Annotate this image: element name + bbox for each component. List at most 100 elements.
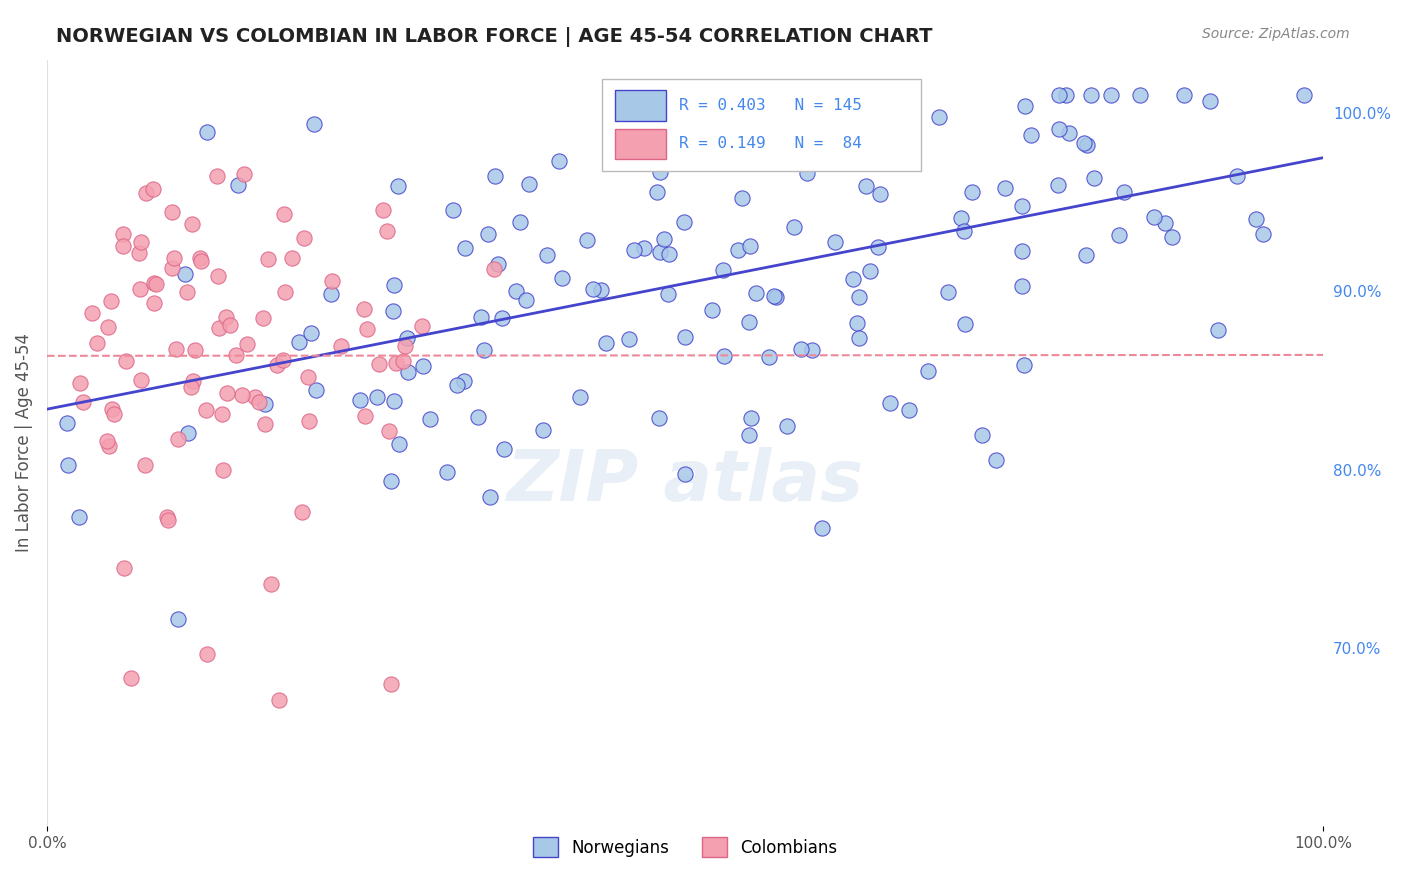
Norwegians (648, 165, 671, 179)
Colombians (115, 354, 138, 368)
Colombians (112, 561, 135, 575)
Text: R = 0.403   N = 145: R = 0.403 N = 145 (679, 98, 862, 113)
Colombians (215, 310, 238, 324)
Norwegians (478, 490, 501, 504)
Norwegians (302, 117, 325, 131)
Norwegians (477, 227, 499, 241)
Norwegians (711, 263, 734, 277)
Colombians (217, 385, 239, 400)
Norwegians (548, 154, 571, 169)
Norwegians (658, 246, 681, 260)
Norwegians (673, 215, 696, 229)
Norwegians (1294, 88, 1316, 103)
Colombians (112, 227, 135, 241)
Norwegians (595, 335, 617, 350)
Colombians (392, 354, 415, 368)
Norwegians (349, 392, 371, 407)
Colombians (411, 318, 433, 333)
Norwegians (441, 202, 464, 217)
Norwegians (1208, 323, 1230, 337)
Norwegians (575, 233, 598, 247)
Norwegians (491, 310, 513, 325)
Norwegians (776, 419, 799, 434)
Norwegians (382, 394, 405, 409)
Norwegians (673, 330, 696, 344)
Norwegians (765, 290, 787, 304)
Norwegians (652, 232, 675, 246)
Norwegians (848, 331, 870, 345)
Colombians (156, 510, 179, 524)
Colombians (281, 251, 304, 265)
Colombians (353, 301, 375, 316)
Norwegians (811, 521, 834, 535)
Norwegians (783, 88, 806, 103)
Colombians (143, 296, 166, 310)
Colombians (72, 394, 94, 409)
Norwegians (288, 334, 311, 349)
Norwegians (647, 186, 669, 200)
Colombians (254, 417, 277, 431)
Colombians (176, 285, 198, 299)
Norwegians (166, 612, 188, 626)
Norwegians (305, 383, 328, 397)
Norwegians (738, 238, 761, 252)
Colombians (212, 463, 235, 477)
Colombians (156, 512, 179, 526)
Norwegians (446, 378, 468, 392)
Colombians (181, 217, 204, 231)
Norwegians (388, 437, 411, 451)
Norwegians (531, 423, 554, 437)
Norwegians (917, 363, 939, 377)
Norwegians (953, 317, 976, 331)
Colombians (368, 357, 391, 371)
Colombians (208, 321, 231, 335)
Norwegians (1076, 248, 1098, 262)
Colombians (292, 231, 315, 245)
Colombians (184, 343, 207, 358)
Norwegians (617, 332, 640, 346)
Norwegians (582, 282, 605, 296)
Norwegians (494, 442, 516, 456)
Norwegians (731, 191, 754, 205)
Colombians (291, 505, 314, 519)
Norwegians (467, 410, 489, 425)
Norwegians (763, 289, 786, 303)
Norwegians (824, 235, 846, 249)
Norwegians (536, 247, 558, 261)
Norwegians (648, 411, 671, 425)
Colombians (142, 182, 165, 196)
Norwegians (1080, 88, 1102, 103)
Norwegians (1083, 170, 1105, 185)
Norwegians (382, 278, 405, 293)
Colombians (271, 352, 294, 367)
Norwegians (1019, 128, 1042, 143)
Colombians (385, 356, 408, 370)
Colombians (353, 409, 375, 423)
Norwegians (486, 257, 509, 271)
Norwegians (1047, 122, 1070, 136)
Colombians (100, 294, 122, 309)
Colombians (160, 261, 183, 276)
Norwegians (633, 241, 655, 255)
Colombians (211, 407, 233, 421)
Colombians (120, 671, 142, 685)
Colombians (162, 251, 184, 265)
Norwegians (855, 178, 877, 193)
Norwegians (740, 410, 762, 425)
Colombians (394, 339, 416, 353)
Norwegians (472, 343, 495, 357)
Colombians (129, 373, 152, 387)
Colombians (231, 388, 253, 402)
Norwegians (738, 315, 761, 329)
Colombians (260, 577, 283, 591)
Norwegians (928, 110, 950, 124)
Norwegians (936, 285, 959, 299)
Norwegians (972, 428, 994, 442)
Colombians (190, 251, 212, 265)
Norwegians (470, 310, 492, 324)
Colombians (330, 339, 353, 353)
Colombians (247, 394, 270, 409)
Norwegians (380, 474, 402, 488)
Bar (614, 90, 666, 121)
Norwegians (453, 374, 475, 388)
